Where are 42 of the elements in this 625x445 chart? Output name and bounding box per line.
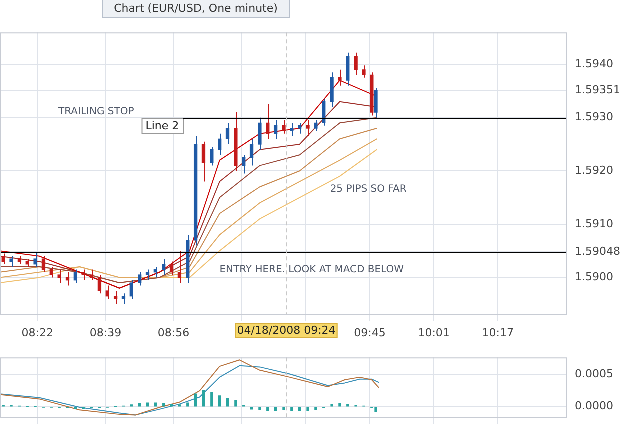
y-tick-label: 1.59351 (575, 84, 620, 97)
bar (266, 407, 270, 412)
bar (306, 407, 310, 412)
bar (154, 402, 158, 407)
x-tick-label: 10:01 (418, 326, 450, 340)
bar (282, 407, 286, 410)
ref-line-label: Line 2 (146, 119, 180, 132)
bar (234, 400, 238, 407)
bar (298, 407, 302, 412)
bar (210, 392, 214, 407)
x-tick-label: 08:56 (158, 326, 190, 340)
bar (258, 407, 262, 410)
bar (290, 407, 294, 412)
bar (314, 407, 318, 410)
x-tick-label: 10:17 (482, 326, 514, 340)
y-tick-label: 1.5920 (575, 164, 614, 177)
bar (186, 402, 190, 407)
y-tick-label: 1.5910 (575, 217, 614, 230)
bar (330, 404, 334, 407)
y-tick-label: 0.0000 (575, 400, 614, 413)
chart-title: Chart (EUR/USD, One minute) (102, 0, 290, 18)
annotation: 25 PIPS SO FAR (330, 184, 407, 195)
x-tick-label: 08:22 (22, 326, 54, 340)
x-tick-label: 08:39 (90, 326, 122, 340)
y-tick-label: 1.5940 (575, 57, 614, 70)
ref-line-label: 04/18/2008 09:24 (237, 324, 336, 337)
annotation: ENTRY HERE. LOOK AT MACD BELOW (220, 264, 404, 276)
bar (202, 390, 206, 407)
bar (274, 407, 278, 412)
bar (250, 407, 254, 410)
y-tick-label: 1.59048 (575, 244, 620, 258)
bar (194, 394, 198, 407)
y-tick-label: 1.5900 (575, 270, 614, 284)
bar (226, 398, 230, 407)
bar (218, 396, 222, 407)
y-tick-label: 1.5930 (575, 110, 614, 124)
x-tick-label: 09:45 (354, 326, 386, 340)
annotation: TRAILING STOP (58, 106, 134, 118)
y-tick-label: 0.0005 (575, 368, 614, 381)
bar (146, 402, 150, 407)
bar (374, 407, 378, 412)
bar (338, 403, 342, 407)
